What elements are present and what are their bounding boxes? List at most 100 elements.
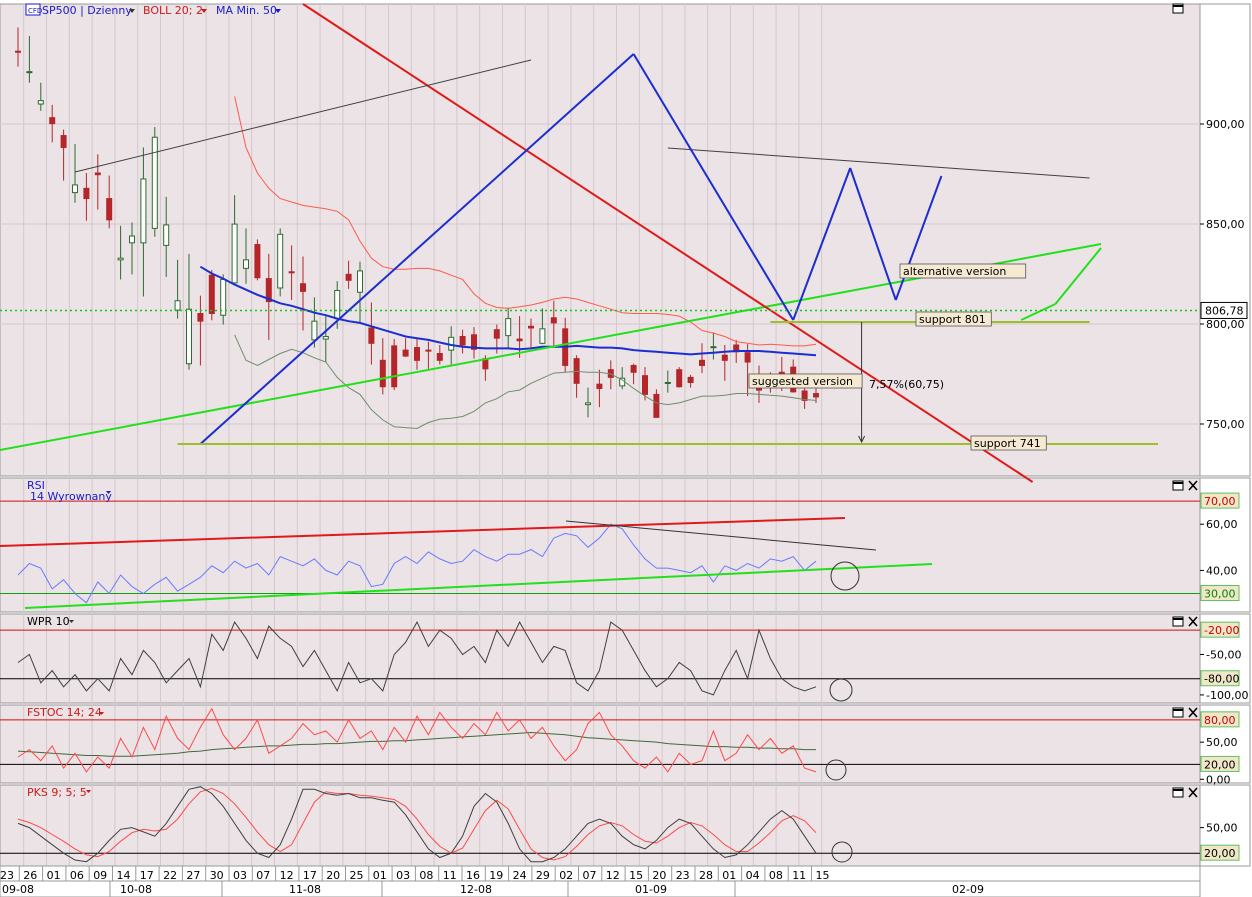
chart-header: CFD SP500 | Dzienny BOLL 20; 2 MA Min. 50 bbox=[25, 3, 1184, 17]
candle bbox=[15, 27, 21, 67]
pks-level-label: 20,00 bbox=[1204, 847, 1236, 860]
candle-body bbox=[37, 100, 44, 105]
candle bbox=[140, 147, 147, 297]
date-tick-label: 25 bbox=[350, 869, 364, 882]
candle bbox=[60, 129, 67, 181]
date-tick-label: 20 bbox=[326, 869, 340, 882]
annotation-label: 7,57%(60,75) bbox=[869, 378, 944, 391]
dropdown-arrow-icon[interactable] bbox=[275, 9, 281, 13]
candle bbox=[699, 343, 705, 374]
maximize-icon[interactable] bbox=[1172, 480, 1184, 491]
candle-body bbox=[94, 172, 101, 176]
pks-label[interactable]: PKS 9; 5; 5 bbox=[27, 786, 87, 799]
maximize-icon[interactable] bbox=[1172, 707, 1184, 718]
fstoc-level-label: 80,00 bbox=[1204, 714, 1236, 727]
candle bbox=[186, 253, 192, 370]
close-icon[interactable] bbox=[1188, 480, 1198, 491]
candle bbox=[550, 300, 557, 346]
candle-body bbox=[197, 313, 204, 322]
date-tick-label: 01 bbox=[373, 869, 387, 882]
date-tick-label: 03 bbox=[233, 869, 247, 882]
symbol-label[interactable]: SP500 | Dzienny bbox=[42, 4, 132, 17]
date-tick-label: 28 bbox=[699, 869, 713, 882]
candle-body bbox=[117, 257, 124, 261]
price-tick-label: 900,00 bbox=[1206, 118, 1245, 131]
rsi-label[interactable]: RSI bbox=[27, 479, 45, 492]
candle-body bbox=[493, 329, 500, 339]
wpr-tick-label: -50,00 bbox=[1206, 648, 1241, 661]
close-icon[interactable] bbox=[1188, 707, 1198, 718]
candle bbox=[585, 387, 591, 418]
candle bbox=[117, 225, 124, 280]
date-tick-label: 14 bbox=[117, 869, 131, 882]
candle-body bbox=[379, 359, 386, 388]
candle bbox=[801, 387, 808, 409]
dropdown-arrow-icon[interactable] bbox=[129, 9, 135, 13]
candle bbox=[357, 261, 363, 324]
price-tick-label: 850,00 bbox=[1206, 218, 1245, 231]
dropdown-arrow-icon[interactable] bbox=[106, 491, 111, 494]
date-tick-label: 11 bbox=[443, 869, 457, 882]
cfd-badge-icon bbox=[25, 3, 41, 16]
fstoc-panel bbox=[0, 704, 1201, 784]
annotation-label: alternative version bbox=[903, 265, 1006, 278]
candle-body bbox=[699, 359, 705, 366]
rsi-sublabel[interactable]: 14 Wyrownany bbox=[30, 490, 112, 503]
close-icon[interactable] bbox=[1188, 787, 1198, 798]
date-tick-label: 08 bbox=[419, 869, 433, 882]
candle bbox=[528, 318, 534, 348]
fstoc-slow-line bbox=[17, 731, 816, 757]
dropdown-arrow-icon[interactable] bbox=[69, 620, 74, 623]
dropdown-arrow-icon[interactable] bbox=[86, 790, 91, 793]
fstoc-fast-line bbox=[17, 707, 817, 773]
date-tick-label: 07 bbox=[256, 869, 270, 882]
maximize-icon[interactable] bbox=[1172, 3, 1184, 14]
candle-body bbox=[288, 271, 295, 274]
rsi-level-label: 70,00 bbox=[1204, 495, 1236, 508]
dropdown-arrow-icon[interactable] bbox=[99, 712, 104, 715]
candle-body bbox=[174, 300, 181, 311]
last-price-label: 806,78 bbox=[1205, 304, 1244, 317]
candle-body bbox=[642, 375, 648, 395]
candle-body bbox=[140, 178, 147, 244]
rsi-panel bbox=[0, 477, 1201, 613]
trendline bbox=[849, 167, 897, 301]
fstoc-label[interactable]: FSTOC 14; 24 bbox=[27, 706, 102, 719]
wpr-level-box bbox=[1200, 670, 1240, 687]
candle-body bbox=[72, 184, 78, 194]
candle-body bbox=[813, 393, 819, 398]
candle bbox=[391, 339, 398, 391]
trendline bbox=[894, 175, 943, 301]
wpr-label[interactable]: WPR 10 bbox=[27, 615, 70, 628]
candle-body bbox=[687, 376, 694, 383]
trendline bbox=[1020, 303, 1056, 321]
candle bbox=[642, 367, 648, 401]
date-tick-label: 15 bbox=[816, 869, 830, 882]
candle-body bbox=[653, 393, 660, 418]
close-icon[interactable] bbox=[1188, 616, 1198, 627]
last-price-box bbox=[1200, 301, 1248, 319]
boll-label[interactable]: BOLL 20; 2 bbox=[143, 4, 203, 17]
date-tick-label: 12 bbox=[280, 869, 294, 882]
pks-level-box bbox=[1200, 844, 1240, 861]
date-tick-label: 19 bbox=[489, 869, 503, 882]
month-label: 02-09 bbox=[952, 883, 984, 896]
rsi-circle-marker bbox=[830, 561, 860, 591]
candle bbox=[710, 332, 717, 360]
fstoc-level-label: 20,00 bbox=[1204, 758, 1236, 771]
rsi-black-trendline bbox=[565, 520, 877, 551]
candle-body bbox=[710, 346, 717, 349]
trendline bbox=[667, 147, 1090, 179]
wpr-level-label: -80,00 bbox=[1204, 673, 1239, 686]
rsi-tick-label: 60,00 bbox=[1206, 518, 1238, 531]
dropdown-arrow-icon[interactable] bbox=[201, 9, 207, 13]
date-tick-label: 03 bbox=[396, 869, 410, 882]
candle-body bbox=[26, 71, 33, 74]
maximize-icon[interactable] bbox=[1172, 616, 1184, 627]
candle bbox=[539, 308, 546, 345]
candle-body bbox=[585, 402, 591, 406]
ma-label[interactable]: MA Min. 50 bbox=[216, 4, 277, 17]
maximize-icon[interactable] bbox=[1172, 787, 1184, 798]
fstoc-tick-label: 50,00 bbox=[1206, 736, 1238, 749]
